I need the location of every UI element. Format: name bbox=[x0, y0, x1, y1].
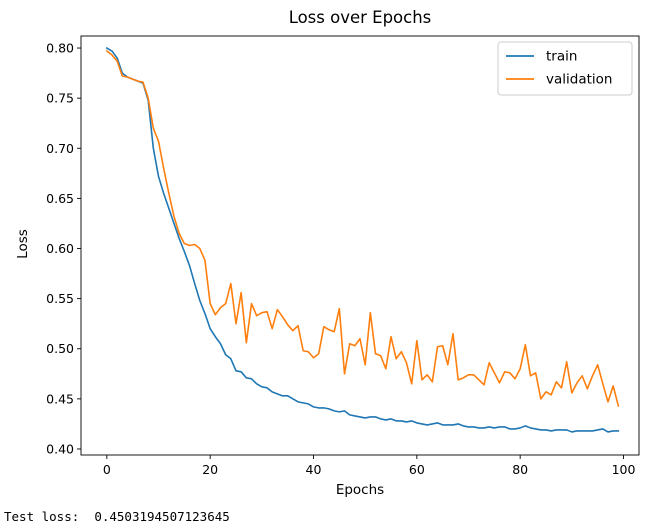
x-tick-label: 40 bbox=[306, 462, 322, 477]
test-loss-value: 0.4503194507123645 bbox=[94, 509, 230, 524]
x-axis-label: Epochs bbox=[336, 482, 384, 498]
x-tick-label: 0 bbox=[103, 462, 111, 477]
loss-chart: Loss over Epochs 0 20 40 60 80 100 0.400.450.… bbox=[15, 8, 640, 498]
chart-title: Loss over Epochs bbox=[289, 8, 432, 27]
y-tick-label: 0.65 bbox=[46, 191, 74, 206]
series-lines bbox=[105, 46, 620, 433]
x-tick-label: 20 bbox=[202, 462, 218, 477]
y-tick-label: 0.80 bbox=[46, 41, 74, 56]
legend: train validation bbox=[497, 41, 633, 96]
y-tick-label: 0.70 bbox=[46, 141, 74, 156]
test-loss-output: Test loss: 0.4503194507123645 bbox=[4, 509, 230, 525]
series-line-train bbox=[105, 46, 620, 433]
test-loss-label: Test loss: bbox=[4, 509, 80, 524]
x-tick-label: 100 bbox=[612, 462, 636, 477]
x-ticks: 0 20 40 60 80 100 bbox=[103, 455, 636, 477]
legend-label-train: train bbox=[546, 49, 577, 65]
x-tick-label: 80 bbox=[512, 462, 528, 477]
legend-label-validation: validation bbox=[546, 72, 612, 88]
y-tick-label: 0.50 bbox=[46, 341, 74, 356]
y-ticks: 0.40 0.45 0.50 0.55 0.60 0.65 0.70 0.75 0.80 bbox=[46, 41, 81, 456]
y-tick-label: 0.45 bbox=[46, 391, 74, 406]
y-tick-label: 0.75 bbox=[46, 91, 74, 106]
series-line-validation bbox=[105, 49, 620, 407]
plot-frame bbox=[80, 35, 640, 456]
y-tick-label: 0.55 bbox=[46, 291, 74, 306]
x-tick-label: 60 bbox=[409, 462, 425, 477]
y-axis-label: Loss bbox=[15, 229, 31, 259]
y-tick-label: 0.40 bbox=[46, 441, 74, 456]
y-tick-label: 0.60 bbox=[46, 241, 74, 256]
